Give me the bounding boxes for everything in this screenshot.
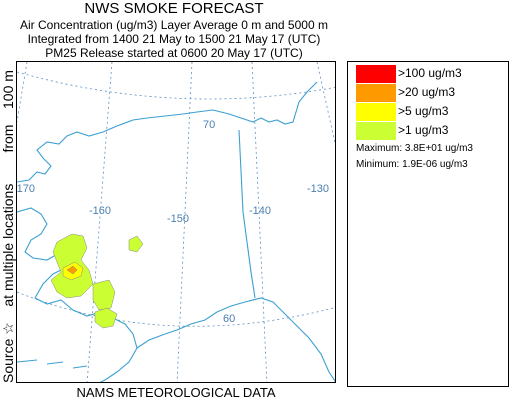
from-label: from	[0, 124, 16, 153]
latitude-line-60	[17, 291, 335, 327]
source-side-label: Source ☆ at multiple locations from 100 …	[0, 53, 17, 383]
lon-label-140: -140	[249, 205, 271, 217]
legend-panel: >100 ug/m3 >20 ug/m3 >5 ug/m3 >1 ug/m3 M…	[347, 61, 509, 387]
lon-label-160: -160	[89, 205, 111, 217]
longitude-line-150	[176, 62, 193, 382]
legend-label: >100 ug/m3	[398, 66, 462, 80]
legend-swatch-lime	[356, 122, 396, 140]
legend-label: >20 ug/m3	[398, 85, 456, 99]
south-coast	[136, 297, 335, 382]
legend-swatch-yellow	[356, 103, 396, 121]
height-label: 100 m	[0, 70, 16, 109]
legend-label: >5 ug/m3	[398, 104, 449, 118]
coastline	[17, 81, 335, 382]
lon-label-150: -150	[167, 213, 189, 225]
plume-south	[94, 307, 118, 329]
canada-border	[238, 129, 256, 299]
maximum-value: Maximum: 3.8E+01 ug/m3	[356, 143, 473, 154]
plume-tail	[92, 279, 116, 311]
alaska-coast	[17, 81, 318, 183]
lat-label-60: 60	[223, 313, 235, 325]
concentration-subtitle: Air Concentration (ug/m3) Layer Average …	[20, 18, 328, 32]
locations-label: at multiple locations	[0, 183, 16, 307]
longitude-line-170	[17, 62, 28, 123]
legend-label: >1 ug/m3	[398, 123, 449, 137]
grid-labels: -170 -160 -150 -140 -130 70 60	[17, 119, 329, 325]
legend-swatch-red	[356, 65, 396, 83]
lat-label-70: 70	[203, 119, 215, 131]
minimum-value: Minimum: 1.9E-06 ug/m3	[356, 159, 468, 170]
latitude-line-70	[17, 71, 335, 100]
lon-label-170: -170	[17, 183, 35, 195]
data-source-label: NAMS METEOROLOGICAL DATA	[76, 385, 276, 400]
longitude-line-130	[316, 62, 335, 145]
plume-east	[128, 235, 144, 253]
smoke-plume	[50, 233, 144, 329]
map-svg: -170 -160 -150 -140 -130 70 60	[17, 62, 335, 382]
map-title: NWS SMOKE FORECAST	[84, 0, 264, 17]
release-start: PM25 Release started at 0600 20 May 17 (…	[45, 46, 303, 60]
graticule	[17, 62, 335, 382]
legend-swatch-orange	[356, 84, 396, 102]
smoke-map: -170 -160 -150 -140 -130 70 60	[16, 61, 336, 383]
western-coast	[17, 207, 138, 382]
integration-period: Integrated from 1400 21 May to 1500 21 M…	[27, 32, 321, 46]
source-label: Source ☆	[0, 322, 16, 383]
longitude-line-160	[86, 62, 113, 382]
plume-hotspot	[66, 265, 78, 275]
longitude-line-140	[251, 62, 268, 382]
lon-label-130: -130	[307, 183, 329, 195]
aleutian-islands	[17, 359, 88, 369]
